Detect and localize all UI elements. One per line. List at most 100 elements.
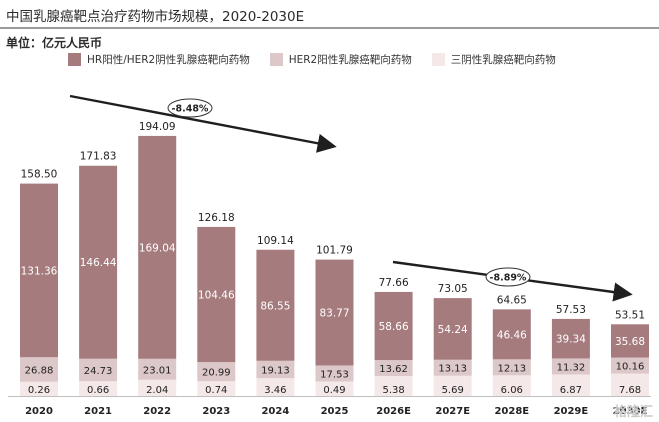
bar-hr-positive-2023: [197, 226, 236, 363]
unit-label: 单位：亿元人民币: [6, 36, 103, 50]
data-label-triple-negative-2024: 3.46: [264, 385, 286, 396]
bar-triple-negative-2020: [20, 381, 58, 396]
legend-swatch-her2-positive: [269, 53, 283, 66]
bar-triple-negative-2025: [315, 381, 354, 396]
bar-hr-positive-2020: [20, 183, 58, 358]
title-divider: [0, 27, 659, 29]
x-tick-label-2027E: 2027E: [435, 406, 470, 417]
bar-her2-positive-2025: [315, 365, 354, 382]
bar-her2-positive-2026E: [374, 360, 413, 377]
bar-her2-positive-2024: [256, 360, 295, 379]
bar-her2-positive-2022: [138, 358, 177, 380]
data-label-hr-positive-2021: 146.44: [80, 257, 117, 269]
x-tick-label-2023: 2023: [202, 406, 230, 417]
bar-her2-positive-2021: [79, 358, 118, 382]
data-label-total-2020: 158.50: [21, 169, 58, 181]
bar-her2-positive-2030E: [611, 357, 649, 374]
data-label-total-2027E: 73.05: [438, 283, 468, 295]
legend-swatch-hr-positive: [68, 53, 81, 66]
data-label-triple-negative-2022: 2.04: [146, 385, 168, 396]
data-label-total-2025: 101.79: [316, 245, 353, 257]
x-tick-label-2029E: 2029E: [554, 406, 589, 417]
data-label-total-2028E: 64.65: [497, 294, 527, 306]
data-label-triple-negative-2030E: 7.68: [619, 385, 641, 396]
data-label-hr-positive-2024: 86.55: [260, 300, 290, 312]
trend-arrow-1: [69, 94, 337, 153]
data-label-total-2030E: 53.51: [615, 309, 645, 321]
bar-hr-positive-2021: [79, 165, 118, 359]
data-label-her2-positive-2030E: 10.16: [616, 362, 645, 373]
bar-hr-positive-2024: [256, 249, 295, 361]
chart-title: 中国乳腺癌靶点治疗药物市场规模，2020-2030E: [6, 9, 305, 25]
x-tick-label-2030E: 2030E: [613, 406, 648, 417]
data-label-her2-positive-2026E: 13.62: [379, 364, 408, 375]
data-label-her2-positive-2021: 24.73: [84, 366, 113, 377]
data-label-hr-positive-2025: 83.77: [319, 308, 349, 320]
legend-item-triple-negative: 三阴性乳腺癌靶向药物: [431, 52, 556, 67]
bar-hr-positive-2022: [138, 135, 177, 359]
data-label-her2-positive-2022: 23.01: [143, 365, 172, 376]
data-label-triple-negative-2020: 0.26: [28, 385, 50, 396]
data-label-hr-positive-2022: 169.04: [139, 242, 176, 254]
data-label-triple-negative-2029E: 6.87: [560, 385, 582, 396]
bar-triple-negative-2029E: [551, 374, 590, 396]
data-label-her2-positive-2025: 17.53: [320, 369, 349, 380]
data-label-hr-positive-2023: 104.46: [198, 289, 235, 301]
legend-label-triple-negative: 三阴性乳腺癌靶向药物: [450, 54, 556, 66]
data-label-hr-positive-2026E: 58.66: [379, 321, 409, 333]
data-label-triple-negative-2023: 0.74: [205, 385, 227, 396]
legend-item-hr-positive: HR阳性/HER2阴性乳腺癌靶向药物: [68, 52, 250, 67]
x-tick-label-2025: 2025: [321, 406, 349, 417]
data-label-her2-positive-2024: 19.13: [261, 365, 290, 376]
cagr-label-2: -8.89%: [490, 273, 527, 284]
x-tick-label-2024: 2024: [261, 406, 289, 417]
bar-her2-positive-2028E: [492, 359, 531, 376]
x-tick-label-2028E: 2028E: [494, 406, 529, 417]
bar-hr-positive-2026E: [374, 291, 413, 361]
bar-triple-negative-2024: [256, 378, 295, 396]
bar-triple-negative-2021: [79, 381, 118, 396]
data-label-her2-positive-2029E: 11.32: [557, 362, 586, 373]
data-label-triple-negative-2025: 0.49: [323, 385, 345, 396]
legend-item-her2-positive: HER2阳性乳腺癌靶向药物: [269, 52, 412, 67]
legend: HR阳性/HER2阴性乳腺癌靶向药物 HER2阳性乳腺癌靶向药物 三阴性乳腺癌靶…: [68, 52, 576, 67]
data-label-triple-negative-2027E: 5.69: [442, 385, 464, 396]
x-tick-label-2021: 2021: [84, 406, 112, 417]
data-label-her2-positive-2027E: 13.13: [438, 364, 467, 375]
cagr-badge-2: [485, 267, 531, 287]
data-label-total-2022: 194.09: [139, 121, 176, 133]
data-label-total-2029E: 57.53: [556, 304, 586, 316]
bar-triple-negative-2027E: [433, 375, 472, 396]
x-tick-label-2020: 2020: [25, 406, 53, 417]
bar-her2-positive-2020: [20, 357, 58, 382]
cagr-label-1: -8.48%: [172, 104, 209, 115]
bar-triple-negative-2026E: [374, 376, 413, 396]
data-label-total-2024: 109.14: [257, 235, 294, 247]
bar-hr-positive-2028E: [492, 309, 531, 360]
bar-hr-positive-2025: [315, 259, 354, 366]
bar-triple-negative-2028E: [492, 375, 531, 396]
data-label-her2-positive-2023: 20.99: [202, 368, 231, 379]
legend-label-her2-positive: HER2阳性乳腺癌靶向药物: [288, 54, 412, 66]
data-label-her2-positive-2028E: 12.13: [497, 363, 526, 374]
data-label-hr-positive-2020: 131.36: [21, 265, 58, 277]
x-tick-label-2026E: 2026E: [376, 406, 411, 417]
legend-swatch-triple-negative: [431, 53, 445, 66]
data-label-triple-negative-2028E: 6.06: [501, 385, 523, 396]
bar-hr-positive-2030E: [611, 324, 649, 358]
data-label-triple-negative-2026E: 5.38: [382, 385, 404, 396]
bar-her2-positive-2023: [197, 362, 236, 382]
data-label-hr-positive-2028E: 46.46: [497, 329, 527, 341]
bar-triple-negative-2023: [197, 381, 236, 396]
bar-hr-positive-2029E: [551, 318, 590, 359]
data-label-triple-negative-2021: 0.66: [87, 385, 109, 396]
data-label-her2-positive-2020: 26.88: [25, 365, 54, 376]
data-label-hr-positive-2029E: 39.34: [556, 334, 586, 346]
bar-triple-negative-2030E: [611, 373, 649, 396]
data-label-hr-positive-2030E: 35.68: [615, 336, 645, 348]
data-label-total-2023: 126.18: [198, 212, 235, 224]
x-tick-label-2022: 2022: [143, 406, 171, 417]
data-label-total-2021: 171.83: [80, 151, 117, 163]
watermark-text: 格隆汇: [613, 405, 653, 420]
